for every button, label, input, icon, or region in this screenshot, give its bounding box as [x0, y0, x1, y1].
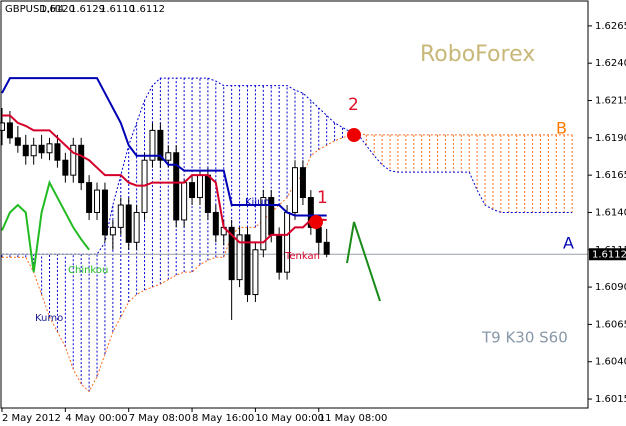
- candle-body: [30, 144, 37, 157]
- point-2-marker: [347, 128, 361, 142]
- plot-frame: [0, 0, 589, 409]
- candle-body: [307, 197, 314, 228]
- candle-body: [276, 234, 283, 273]
- indicator-label: Chinkou: [68, 265, 108, 276]
- x-tick-label: 11 May 08:00: [319, 413, 388, 424]
- span-a-line: [2, 132, 573, 393]
- candle-body: [323, 241, 330, 255]
- y-tick-label: 1.6240: [595, 58, 626, 69]
- x-tick-label: 10 May 00:00: [255, 413, 324, 424]
- candle-body: [315, 226, 322, 243]
- ohlc-high: 1.6129: [70, 4, 105, 15]
- candle-body: [165, 152, 172, 161]
- y-tick-label: 1.6015: [595, 394, 626, 405]
- candle-body: [54, 143, 61, 161]
- point-1-marker: [309, 215, 323, 229]
- candle-body: [86, 182, 93, 213]
- candle-body: [196, 174, 203, 199]
- candle-body: [101, 189, 108, 236]
- candle-body: [236, 234, 243, 281]
- y-tick-label: 1.6165: [595, 170, 626, 181]
- candle-body: [6, 122, 13, 139]
- ohlc-open: 1.6120: [40, 4, 75, 15]
- candle-body: [70, 144, 77, 176]
- span-b-line: [2, 77, 573, 255]
- forecast-arrow: [346, 221, 381, 302]
- candle-body: [94, 189, 101, 213]
- x-tick-label: 7 May 08:00: [129, 413, 191, 424]
- candle-body: [46, 143, 53, 154]
- candle-body: [109, 226, 116, 236]
- candle-body: [173, 152, 180, 221]
- cloud-label: Kumo: [35, 313, 63, 324]
- label-a: A: [563, 234, 574, 253]
- ohlc-low: 1.6110: [100, 4, 135, 15]
- candle-body: [22, 144, 29, 157]
- point-1-label: 1: [317, 188, 328, 208]
- candle-body: [181, 182, 188, 221]
- indicator-label: Kijun: [245, 197, 270, 208]
- y-tick-label: 1.6065: [595, 319, 626, 330]
- candle-body: [14, 137, 21, 146]
- price-box: [589, 248, 626, 261]
- label-b: B: [556, 119, 567, 138]
- candle-body: [0, 122, 5, 131]
- symbol-title: GBPUSD,H4: [5, 4, 64, 15]
- candle-body: [212, 211, 219, 236]
- x-tick-label: 8 May 16:00: [192, 413, 254, 424]
- candle-body: [299, 167, 306, 199]
- y-tick-label: 1.6040: [595, 357, 626, 368]
- candle-body: [228, 226, 235, 281]
- plot-area: [0, 77, 588, 393]
- candle-body: [284, 211, 291, 273]
- y-tick-label: 1.6215: [595, 96, 626, 107]
- candle-body: [157, 129, 164, 161]
- candle-body: [117, 204, 124, 228]
- candle-body: [78, 144, 85, 184]
- indicator-line: [1, 77, 327, 217]
- candle-body: [260, 197, 267, 251]
- candle-body: [133, 211, 140, 243]
- ohlc-close: 1.6112: [130, 4, 165, 15]
- candle-body: [38, 144, 45, 154]
- x-tick-label: 2 May 2012: [2, 413, 61, 424]
- settings: T9 K30 S60: [481, 329, 568, 347]
- candle-body: [204, 174, 211, 213]
- candle-body: [62, 159, 69, 176]
- y-tick-label: 1.6140: [595, 207, 626, 218]
- indicator-label: Tenkan: [284, 251, 320, 262]
- y-tick-label: 1.6190: [595, 133, 626, 144]
- x-tick-label: 4 May 00:00: [65, 413, 127, 424]
- point-2-label: 2: [348, 95, 359, 115]
- candle-body: [125, 204, 132, 243]
- y-tick-label: 1.6265: [595, 21, 626, 32]
- brand: RoboForex: [420, 42, 535, 67]
- price-box-label: 1.6112: [592, 249, 626, 260]
- y-tick-label: 1.6090: [595, 282, 626, 293]
- candle-body: [149, 129, 156, 161]
- candle-body: [244, 234, 251, 296]
- candle-body: [189, 182, 196, 199]
- indicator-line: [2, 114, 327, 244]
- indicator-line: [1, 179, 90, 273]
- candle-body: [292, 167, 298, 213]
- candle-body: [252, 249, 259, 296]
